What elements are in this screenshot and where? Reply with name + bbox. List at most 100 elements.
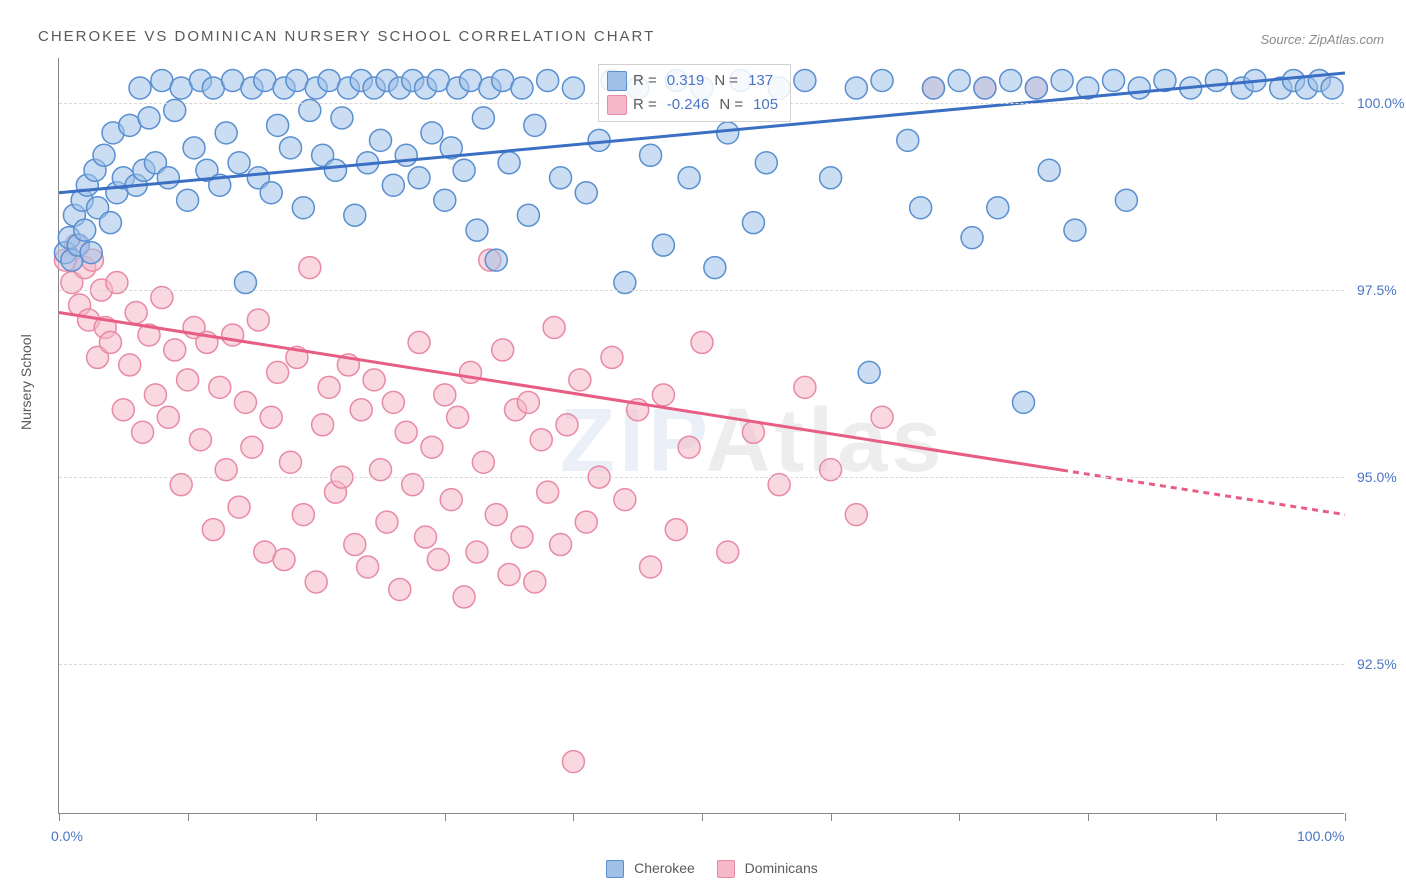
data-point (948, 69, 970, 91)
data-point (318, 376, 340, 398)
data-point (427, 549, 449, 571)
data-point (961, 227, 983, 249)
data-point (485, 504, 507, 526)
legend-row-cherokee: R = 0.319 N = 137 (607, 69, 782, 93)
legend-n-label: N = (714, 69, 738, 93)
data-point (144, 384, 166, 406)
data-point (1051, 69, 1073, 91)
ytick-label: 95.0% (1357, 469, 1397, 485)
legend-swatch-dominicans (607, 95, 627, 115)
data-point (299, 257, 321, 279)
data-point (389, 578, 411, 600)
data-point (530, 429, 552, 451)
data-point (717, 541, 739, 563)
plot-area: 92.5%95.0%97.5%100.0%0.0%100.0% (58, 58, 1344, 814)
legend-correlation-box: R = 0.319 N = 137 R = -0.246 N = 105 (598, 64, 791, 122)
data-point (363, 369, 385, 391)
data-point (910, 197, 932, 219)
data-point (498, 152, 520, 174)
xtick (831, 813, 832, 821)
xtick-label: 100.0% (1297, 828, 1344, 844)
legend-n-cherokee: 137 (748, 69, 773, 93)
data-point (189, 429, 211, 451)
data-point (517, 391, 539, 413)
data-point (93, 144, 115, 166)
xtick (959, 813, 960, 821)
chart-title: CHEROKEE VS DOMINICAN NURSERY SCHOOL COR… (38, 28, 655, 45)
xtick (1345, 813, 1346, 821)
data-point (1064, 219, 1086, 241)
data-point (440, 489, 462, 511)
data-point (344, 534, 366, 556)
legend-r-label: R = (633, 69, 657, 93)
data-point (164, 339, 186, 361)
data-point (260, 406, 282, 428)
data-point (344, 204, 366, 226)
data-point (987, 197, 1009, 219)
legend-r-cherokee: 0.319 (667, 69, 705, 93)
data-point (665, 519, 687, 541)
xtick (59, 813, 60, 821)
data-point (922, 77, 944, 99)
data-point (453, 586, 475, 608)
data-point (511, 77, 533, 99)
data-point (112, 399, 134, 421)
data-point (704, 257, 726, 279)
data-point (129, 77, 151, 99)
xtick-label: 0.0% (51, 828, 83, 844)
plot-svg (59, 58, 1344, 813)
data-point (80, 242, 102, 264)
data-point (517, 204, 539, 226)
data-point (202, 519, 224, 541)
data-point (820, 167, 842, 189)
legend-bottom-swatch-cherokee (606, 860, 624, 878)
data-point (511, 526, 533, 548)
legend-n-label: N = (719, 93, 743, 117)
data-point (1128, 77, 1150, 99)
data-point (742, 421, 764, 443)
legend-r-label: R = (633, 93, 657, 117)
data-point (157, 167, 179, 189)
data-point (485, 249, 507, 271)
data-point (1000, 69, 1022, 91)
data-point (575, 511, 597, 533)
gridline-h (59, 290, 1344, 291)
data-point (472, 107, 494, 129)
data-point (1321, 77, 1343, 99)
legend-bottom-label-cherokee: Cherokee (634, 860, 695, 876)
data-point (755, 152, 777, 174)
data-point (421, 122, 443, 144)
ytick-label: 92.5% (1357, 656, 1397, 672)
data-point (1013, 391, 1035, 413)
data-point (871, 406, 893, 428)
data-point (370, 129, 392, 151)
data-point (421, 436, 443, 458)
xtick (188, 813, 189, 821)
data-point (125, 301, 147, 323)
data-point (742, 212, 764, 234)
data-point (691, 331, 713, 353)
data-point (119, 354, 141, 376)
data-point (562, 77, 584, 99)
data-point (292, 504, 314, 526)
data-point (575, 182, 597, 204)
data-point (157, 406, 179, 428)
data-point (897, 129, 919, 151)
data-point (434, 384, 456, 406)
data-point (260, 182, 282, 204)
data-point (794, 376, 816, 398)
data-point (466, 541, 488, 563)
data-point (550, 167, 572, 189)
data-point (640, 556, 662, 578)
data-point (1103, 69, 1125, 91)
ytick-label: 97.5% (1357, 282, 1397, 298)
data-point (652, 384, 674, 406)
data-point (492, 339, 514, 361)
data-point (74, 219, 96, 241)
y-axis-label: Nursery School (18, 334, 34, 430)
data-point (331, 107, 353, 129)
data-point (382, 391, 404, 413)
xtick (1088, 813, 1089, 821)
data-point (974, 77, 996, 99)
xtick (445, 813, 446, 821)
